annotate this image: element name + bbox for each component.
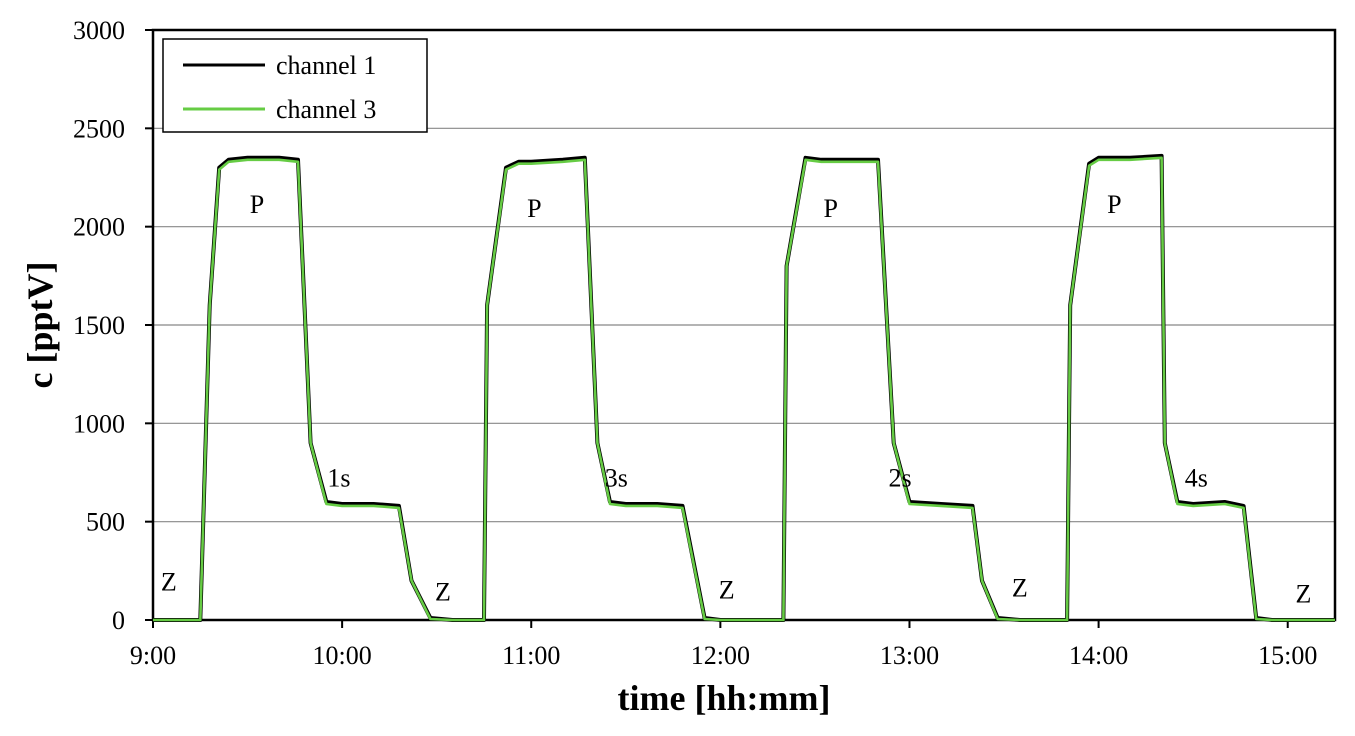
legend-label-channel-3: channel 3 bbox=[276, 95, 376, 124]
annotation-Z-12: Z bbox=[1296, 579, 1312, 608]
x-tick-label-10:00: 10:00 bbox=[313, 641, 372, 670]
annotation-P-1: P bbox=[250, 190, 264, 219]
axis-ticks: 0 500 1000 1500 2000 2500 3000 9:00 10:00 11:00 12… bbox=[73, 16, 1317, 670]
annotation-3s-5: 3s bbox=[605, 463, 628, 492]
legend-label-channel-1: channel 1 bbox=[276, 51, 376, 80]
y-tick-label-2500: 2500 bbox=[73, 114, 125, 143]
annotation-Z-0: Z bbox=[161, 568, 177, 597]
series-lines bbox=[153, 153, 1335, 622]
annotation-Z-3: Z bbox=[435, 577, 451, 606]
x-tick-label-14:00: 14:00 bbox=[1069, 641, 1128, 670]
legend-box bbox=[162, 38, 428, 133]
x-tick-label-11:00: 11:00 bbox=[502, 641, 560, 670]
annotation-Z-9: Z bbox=[1012, 573, 1028, 602]
y-tick-label-1000: 1000 bbox=[73, 409, 125, 438]
annotation-P-7: P bbox=[823, 194, 837, 223]
annotation-4s-11: 4s bbox=[1185, 463, 1208, 492]
x-tick-label-13:00: 13:00 bbox=[880, 641, 939, 670]
y-tick-label-500: 500 bbox=[86, 508, 125, 537]
y-tick-label-2000: 2000 bbox=[73, 213, 125, 242]
annotation-P-4: P bbox=[527, 194, 541, 223]
annotation-1s-2: 1s bbox=[327, 463, 350, 492]
annotation-P-10: P bbox=[1107, 190, 1121, 219]
annotation-2s-8: 2s bbox=[888, 463, 911, 492]
y-axis-title: c [pptV] bbox=[20, 262, 60, 389]
y-tick-label-0: 0 bbox=[112, 606, 125, 635]
x-tick-label-15:00: 15:00 bbox=[1258, 641, 1317, 670]
annotations: Z P 1s Z P 3s Z P 2s Z P 4s Z bbox=[161, 190, 1312, 608]
x-tick-label-12:00: 12:00 bbox=[691, 641, 750, 670]
y-tick-label-1500: 1500 bbox=[73, 311, 125, 340]
legend: channel 1 channel 3 bbox=[162, 38, 428, 133]
series-line-channel-3 bbox=[153, 156, 1335, 622]
series-line-channel-1 bbox=[153, 153, 1335, 622]
y-tick-label-3000: 3000 bbox=[73, 16, 125, 45]
x-tick-label-9:00: 9:00 bbox=[130, 641, 176, 670]
annotation-Z-6: Z bbox=[719, 575, 735, 604]
x-axis-title: time [hh:mm] bbox=[618, 678, 831, 718]
